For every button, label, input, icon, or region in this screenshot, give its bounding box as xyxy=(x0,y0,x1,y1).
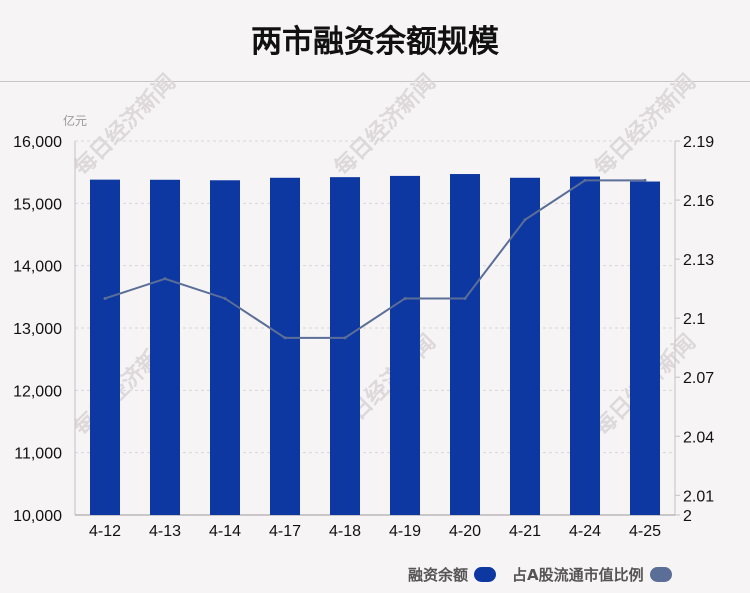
ratio-point-4-17 xyxy=(283,336,287,340)
x-tick-label: 4-14 xyxy=(209,523,241,540)
legend-swatch-balance xyxy=(474,566,497,582)
x-tick-label: 4-18 xyxy=(329,523,361,540)
ratio-point-4-14 xyxy=(223,296,227,300)
y-left-tick-label: 16,000 xyxy=(13,134,62,151)
y-right-tick-label: 2.16 xyxy=(683,193,714,210)
x-tick-label: 4-21 xyxy=(509,523,541,540)
x-tick-label: 4-12 xyxy=(89,523,121,540)
x-tick-label: 4-13 xyxy=(149,523,181,540)
x-tick-label: 4-20 xyxy=(449,523,481,540)
y-right-tick-label: 2.1 xyxy=(683,311,705,328)
bar-4-14 xyxy=(210,180,240,515)
ratio-point-4-13 xyxy=(163,277,167,281)
y-right-tick-label: 2.19 xyxy=(683,134,714,151)
ratio-line xyxy=(104,179,645,339)
title-divider xyxy=(0,81,750,82)
y-left-tick-label: 10,000 xyxy=(13,508,62,525)
ratio-point-4-20 xyxy=(463,296,467,300)
y-right-tick-label: 2.01 xyxy=(683,488,714,505)
bar-4-25 xyxy=(630,181,660,515)
watermark-text-1: 每日经济新闻 xyxy=(329,69,441,181)
y-left-tick-label: 13,000 xyxy=(13,321,62,338)
bar-4-19 xyxy=(390,175,420,515)
y-left-tick-label: 15,000 xyxy=(13,196,62,213)
y-right-tick-label: 2.13 xyxy=(683,252,714,269)
y-right-tick-label: 2 xyxy=(683,508,692,525)
y-left-tick-label: 14,000 xyxy=(13,259,62,276)
legend: 融资余额 占A股流通市值比例 xyxy=(408,563,672,585)
bar-4-13 xyxy=(150,179,180,515)
legend-swatch-ratio xyxy=(649,566,672,582)
ratio-point-4-18 xyxy=(343,336,347,340)
bar-4-12 xyxy=(90,179,120,515)
x-tick-label: 4-25 xyxy=(629,523,661,540)
x-tick-label: 4-19 xyxy=(389,523,421,540)
x-tick-label: 4-24 xyxy=(569,523,601,540)
ratio-point-4-19 xyxy=(403,296,407,300)
legend-label-ratio: 占A股流通市值比例 xyxy=(512,565,644,584)
x-tick-label: 4-17 xyxy=(269,523,301,540)
bar-4-18 xyxy=(330,177,360,516)
ratio-point-4-24 xyxy=(583,178,587,182)
y-left-tick-label: 11,000 xyxy=(14,446,62,463)
y-left-unit-label: 亿元 xyxy=(63,113,87,128)
chart-title: 两市融资余额规模 xyxy=(251,24,499,60)
legend-label-balance: 融资余额 xyxy=(408,565,469,584)
ratio-point-4-25 xyxy=(643,178,647,182)
bar-4-20 xyxy=(450,174,480,515)
watermark-text-2: 每日经济新闻 xyxy=(589,69,701,181)
y-left-tick-label: 12,000 xyxy=(13,383,62,400)
ratio-point-4-21 xyxy=(523,218,527,222)
bar-4-24 xyxy=(570,176,600,515)
y-right-tick-label: 2.04 xyxy=(683,429,714,446)
ratio-point-4-12 xyxy=(103,296,107,300)
bar-4-17 xyxy=(270,177,300,515)
bar-4-21 xyxy=(510,177,540,515)
y-right-tick-label: 2.07 xyxy=(683,370,714,387)
